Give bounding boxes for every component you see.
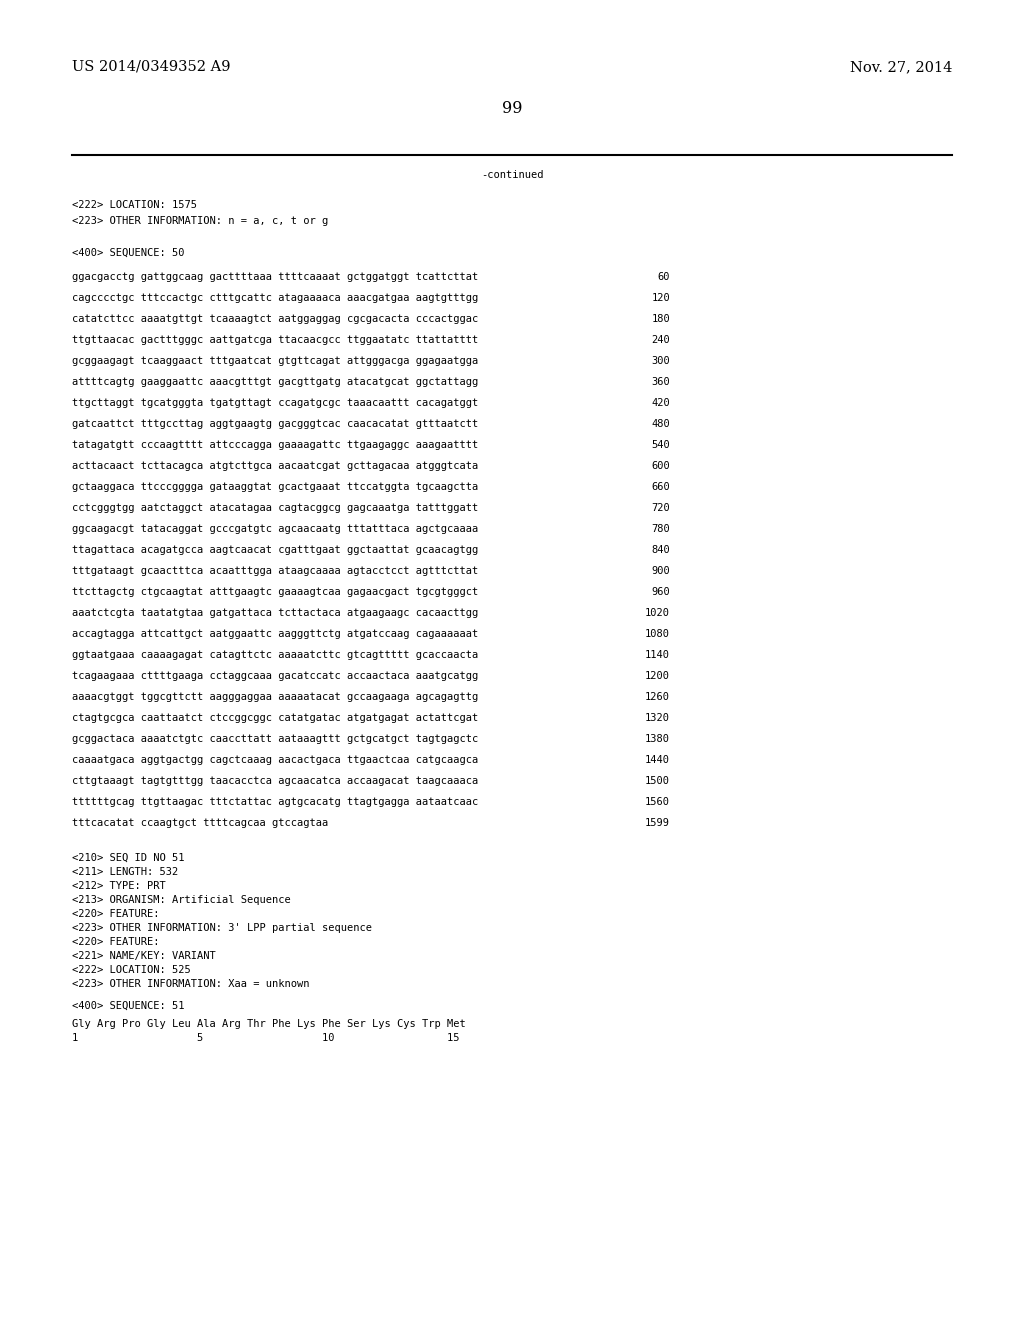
Text: -continued: -continued bbox=[480, 170, 544, 180]
Text: <222> LOCATION: 525: <222> LOCATION: 525 bbox=[72, 965, 190, 975]
Text: 960: 960 bbox=[651, 587, 670, 597]
Text: 720: 720 bbox=[651, 503, 670, 513]
Text: <400> SEQUENCE: 50: <400> SEQUENCE: 50 bbox=[72, 248, 184, 257]
Text: ttgcttaggt tgcatgggta tgatgttagt ccagatgcgc taaacaattt cacagatggt: ttgcttaggt tgcatgggta tgatgttagt ccagatg… bbox=[72, 399, 478, 408]
Text: <223> OTHER INFORMATION: Xaa = unknown: <223> OTHER INFORMATION: Xaa = unknown bbox=[72, 979, 309, 989]
Text: gatcaattct tttgccttag aggtgaagtg gacgggtcac caacacatat gtttaatctt: gatcaattct tttgccttag aggtgaagtg gacgggt… bbox=[72, 418, 478, 429]
Text: ttttttgcag ttgttaagac tttctattac agtgcacatg ttagtgagga aataatcaac: ttttttgcag ttgttaagac tttctattac agtgcac… bbox=[72, 797, 478, 807]
Text: gcggactaca aaaatctgtc caaccttatt aataaagttt gctgcatgct tagtgagctc: gcggactaca aaaatctgtc caaccttatt aataaag… bbox=[72, 734, 478, 744]
Text: <222> LOCATION: 1575: <222> LOCATION: 1575 bbox=[72, 201, 197, 210]
Text: cagcccctgc tttccactgc ctttgcattc atagaaaaca aaacgatgaa aagtgtttgg: cagcccctgc tttccactgc ctttgcattc atagaaa… bbox=[72, 293, 478, 304]
Text: ttagattaca acagatgcca aagtcaacat cgatttgaat ggctaattat gcaacagtgg: ttagattaca acagatgcca aagtcaacat cgatttg… bbox=[72, 545, 478, 554]
Text: catatcttcc aaaatgttgt tcaaaagtct aatggaggag cgcgacacta cccactggac: catatcttcc aaaatgttgt tcaaaagtct aatggag… bbox=[72, 314, 478, 323]
Text: tttcacatat ccaagtgct ttttcagcaa gtccagtaa: tttcacatat ccaagtgct ttttcagcaa gtccagta… bbox=[72, 818, 329, 828]
Text: 60: 60 bbox=[657, 272, 670, 282]
Text: 99: 99 bbox=[502, 100, 522, 117]
Text: <213> ORGANISM: Artificial Sequence: <213> ORGANISM: Artificial Sequence bbox=[72, 895, 291, 906]
Text: tatagatgtt cccaagtttt attcccagga gaaaagattc ttgaagaggc aaagaatttt: tatagatgtt cccaagtttt attcccagga gaaaaga… bbox=[72, 440, 478, 450]
Text: 240: 240 bbox=[651, 335, 670, 345]
Text: cctcgggtgg aatctaggct atacatagaa cagtacggcg gagcaaatga tatttggatt: cctcgggtgg aatctaggct atacatagaa cagtacg… bbox=[72, 503, 478, 513]
Text: <221> NAME/KEY: VARIANT: <221> NAME/KEY: VARIANT bbox=[72, 950, 216, 961]
Text: 840: 840 bbox=[651, 545, 670, 554]
Text: <220> FEATURE:: <220> FEATURE: bbox=[72, 937, 160, 946]
Text: 1560: 1560 bbox=[645, 797, 670, 807]
Text: 540: 540 bbox=[651, 440, 670, 450]
Text: 120: 120 bbox=[651, 293, 670, 304]
Text: 1200: 1200 bbox=[645, 671, 670, 681]
Text: attttcagtg gaaggaattc aaacgtttgt gacgttgatg atacatgcat ggctattagg: attttcagtg gaaggaattc aaacgtttgt gacgttg… bbox=[72, 378, 478, 387]
Text: <210> SEQ ID NO 51: <210> SEQ ID NO 51 bbox=[72, 853, 184, 863]
Text: 180: 180 bbox=[651, 314, 670, 323]
Text: 1440: 1440 bbox=[645, 755, 670, 766]
Text: 1380: 1380 bbox=[645, 734, 670, 744]
Text: 1020: 1020 bbox=[645, 609, 670, 618]
Text: 1260: 1260 bbox=[645, 692, 670, 702]
Text: 360: 360 bbox=[651, 378, 670, 387]
Text: ggacgacctg gattggcaag gacttttaaa ttttcaaaat gctggatggt tcattcttat: ggacgacctg gattggcaag gacttttaaa ttttcaa… bbox=[72, 272, 478, 282]
Text: 420: 420 bbox=[651, 399, 670, 408]
Text: 480: 480 bbox=[651, 418, 670, 429]
Text: 900: 900 bbox=[651, 566, 670, 576]
Text: 780: 780 bbox=[651, 524, 670, 535]
Text: 1599: 1599 bbox=[645, 818, 670, 828]
Text: 1140: 1140 bbox=[645, 649, 670, 660]
Text: <211> LENGTH: 532: <211> LENGTH: 532 bbox=[72, 867, 178, 876]
Text: acttacaact tcttacagca atgtcttgca aacaatcgat gcttagacaa atgggtcata: acttacaact tcttacagca atgtcttgca aacaatc… bbox=[72, 461, 478, 471]
Text: 660: 660 bbox=[651, 482, 670, 492]
Text: accagtagga attcattgct aatggaattc aagggttctg atgatccaag cagaaaaaat: accagtagga attcattgct aatggaattc aagggtt… bbox=[72, 630, 478, 639]
Text: <220> FEATURE:: <220> FEATURE: bbox=[72, 909, 160, 919]
Text: cttgtaaagt tagtgtttgg taacacctca agcaacatca accaagacat taagcaaaca: cttgtaaagt tagtgtttgg taacacctca agcaaca… bbox=[72, 776, 478, 785]
Text: Gly Arg Pro Gly Leu Ala Arg Thr Phe Lys Phe Ser Lys Cys Trp Met: Gly Arg Pro Gly Leu Ala Arg Thr Phe Lys … bbox=[72, 1019, 466, 1030]
Text: 1080: 1080 bbox=[645, 630, 670, 639]
Text: 1500: 1500 bbox=[645, 776, 670, 785]
Text: <223> OTHER INFORMATION: 3' LPP partial sequence: <223> OTHER INFORMATION: 3' LPP partial … bbox=[72, 923, 372, 933]
Text: 600: 600 bbox=[651, 461, 670, 471]
Text: ttgttaacac gactttgggc aattgatcga ttacaacgcc ttggaatatc ttattatttt: ttgttaacac gactttgggc aattgatcga ttacaac… bbox=[72, 335, 478, 345]
Text: ggtaatgaaa caaaagagat catagttctc aaaaatcttc gtcagttttt gcaccaacta: ggtaatgaaa caaaagagat catagttctc aaaaatc… bbox=[72, 649, 478, 660]
Text: 300: 300 bbox=[651, 356, 670, 366]
Text: 1                   5                   10                  15: 1 5 10 15 bbox=[72, 1034, 460, 1043]
Text: tcagaagaaa cttttgaaga cctaggcaaa gacatccatc accaactaca aaatgcatgg: tcagaagaaa cttttgaaga cctaggcaaa gacatcc… bbox=[72, 671, 478, 681]
Text: ttcttagctg ctgcaagtat atttgaagtc gaaaagtcaa gagaacgact tgcgtgggct: ttcttagctg ctgcaagtat atttgaagtc gaaaagt… bbox=[72, 587, 478, 597]
Text: Nov. 27, 2014: Nov. 27, 2014 bbox=[850, 59, 952, 74]
Text: aaaacgtggt tggcgttctt aagggaggaa aaaaatacat gccaagaaga agcagagttg: aaaacgtggt tggcgttctt aagggaggaa aaaaata… bbox=[72, 692, 478, 702]
Text: caaaatgaca aggtgactgg cagctcaaag aacactgaca ttgaactcaa catgcaagca: caaaatgaca aggtgactgg cagctcaaag aacactg… bbox=[72, 755, 478, 766]
Text: ctagtgcgca caattaatct ctccggcggc catatgatac atgatgagat actattcgat: ctagtgcgca caattaatct ctccggcggc catatga… bbox=[72, 713, 478, 723]
Text: <400> SEQUENCE: 51: <400> SEQUENCE: 51 bbox=[72, 1001, 184, 1011]
Text: gcggaagagt tcaaggaact tttgaatcat gtgttcagat attgggacga ggagaatgga: gcggaagagt tcaaggaact tttgaatcat gtgttca… bbox=[72, 356, 478, 366]
Text: US 2014/0349352 A9: US 2014/0349352 A9 bbox=[72, 59, 230, 74]
Text: gctaaggaca ttcccgggga gataaggtat gcactgaaat ttccatggta tgcaagctta: gctaaggaca ttcccgggga gataaggtat gcactga… bbox=[72, 482, 478, 492]
Text: <223> OTHER INFORMATION: n = a, c, t or g: <223> OTHER INFORMATION: n = a, c, t or … bbox=[72, 216, 329, 226]
Text: <212> TYPE: PRT: <212> TYPE: PRT bbox=[72, 880, 166, 891]
Text: aaatctcgta taatatgtaa gatgattaca tcttactaca atgaagaagc cacaacttgg: aaatctcgta taatatgtaa gatgattaca tcttact… bbox=[72, 609, 478, 618]
Text: ggcaagacgt tatacaggat gcccgatgtc agcaacaatg tttatttaca agctgcaaaa: ggcaagacgt tatacaggat gcccgatgtc agcaaca… bbox=[72, 524, 478, 535]
Text: 1320: 1320 bbox=[645, 713, 670, 723]
Text: tttgataagt gcaactttca acaatttgga ataagcaaaa agtacctcct agtttcttat: tttgataagt gcaactttca acaatttgga ataagca… bbox=[72, 566, 478, 576]
